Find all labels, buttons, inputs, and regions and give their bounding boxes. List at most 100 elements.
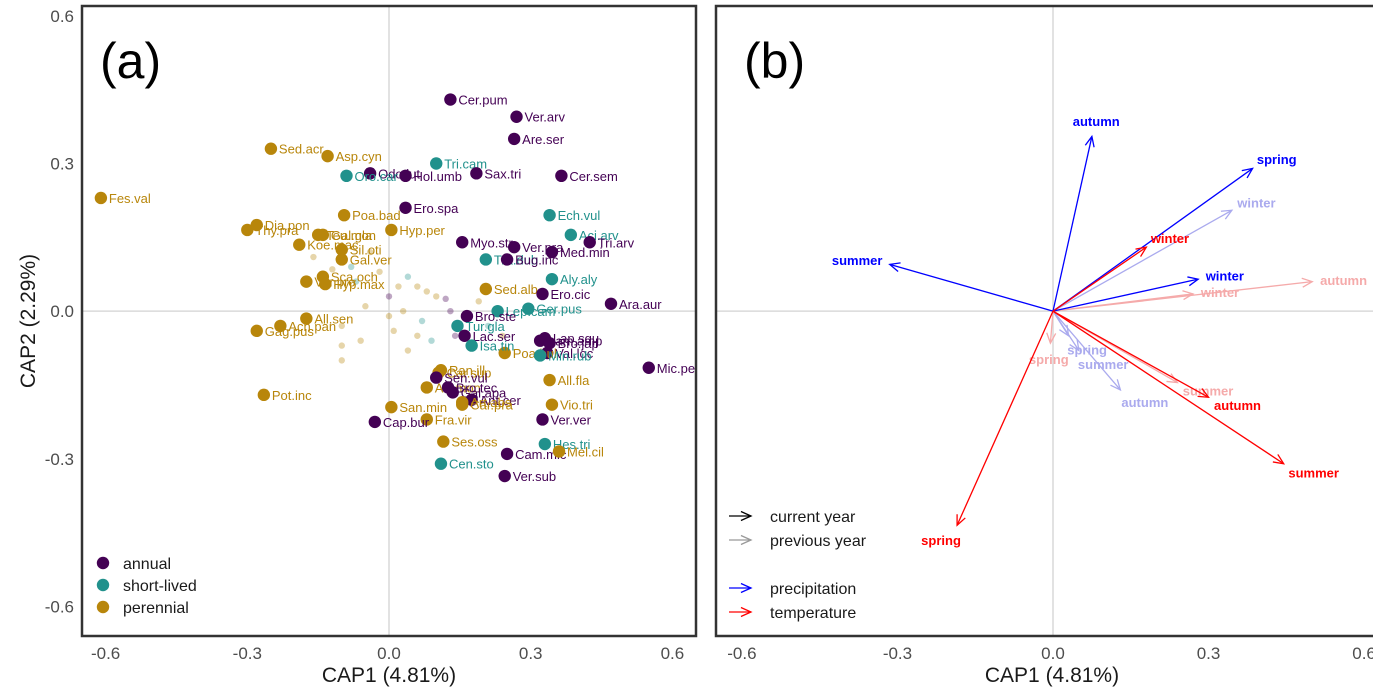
y-tick-label: 0.0 — [50, 302, 74, 321]
arrow-shaft — [956, 310, 1054, 526]
point — [507, 132, 521, 146]
point-label: Ger.pus — [536, 302, 582, 317]
point-label: Sca.och — [331, 270, 378, 285]
arrow-label: autumn — [1320, 273, 1367, 288]
point — [522, 302, 535, 315]
arrow-head — [1084, 134, 1095, 148]
point-label: Ant.cer — [480, 393, 522, 408]
arrow-shaft — [1052, 310, 1121, 391]
point — [434, 457, 448, 470]
arrow-head — [1272, 454, 1286, 465]
point — [510, 110, 523, 123]
arrow-label: summer — [1078, 357, 1129, 372]
arrow-head — [1197, 388, 1210, 399]
arrow-shaft — [1052, 293, 1194, 312]
arrow-head — [1110, 379, 1122, 392]
arrow: autumn — [1052, 310, 1168, 410]
faint-point — [338, 322, 345, 330]
point — [564, 228, 578, 242]
x-tick-labels-b: -0.6 -0.3 0.0 0.3 0.6 — [727, 644, 1373, 663]
faint-point — [366, 248, 374, 256]
point-label: Lap.squ — [553, 331, 599, 346]
point — [274, 319, 287, 333]
arrow: spring — [1052, 310, 1107, 357]
arrow-head — [888, 262, 901, 272]
arrow-head — [1187, 276, 1200, 287]
faint-point — [362, 303, 369, 310]
point-label: Ero.cic — [551, 287, 591, 302]
arrow-head — [740, 534, 753, 546]
arrow-shaft — [1052, 209, 1233, 312]
point-label: Aly.aly — [560, 272, 598, 287]
point-label: San.min — [399, 400, 447, 415]
faint-point — [447, 307, 454, 315]
point-label: Ver.sub — [513, 469, 556, 484]
point — [458, 329, 471, 342]
y-tick-labels-a: -0.6 -0.3 0.0 0.3 0.6 — [45, 7, 74, 617]
point — [337, 208, 351, 222]
arrow-label: spring — [921, 533, 961, 548]
arrow-label: winter — [1236, 195, 1275, 210]
arrow-label: winter — [1205, 269, 1244, 284]
point — [498, 469, 511, 483]
arrow-shaft — [1052, 310, 1285, 465]
point — [399, 169, 412, 183]
point-label: Hyp.per — [399, 223, 445, 238]
faint-point — [428, 337, 435, 344]
point — [500, 253, 514, 266]
point — [552, 445, 566, 458]
legend-key — [729, 534, 753, 546]
legend-label: short-lived — [123, 578, 197, 595]
faint-point — [310, 253, 317, 261]
x-tick-label: -0.3 — [883, 644, 912, 663]
point-label: Vio.tri — [560, 398, 593, 413]
faint-point — [357, 337, 364, 344]
arrow: summer — [1052, 310, 1339, 481]
arrow: spring — [921, 310, 1054, 548]
arrow: autumn — [1052, 114, 1120, 312]
faint-point — [404, 347, 412, 354]
legend-a: annual short-lived perennial — [96, 556, 197, 617]
point-label: Cen.sto — [449, 457, 494, 472]
legend-key — [729, 606, 753, 618]
arrow-label: summer — [1183, 383, 1234, 398]
x-tick-label: 0.6 — [1352, 644, 1373, 663]
arrow-shaft — [889, 263, 1054, 312]
faint-point — [451, 332, 459, 339]
faint-point — [348, 263, 355, 271]
point — [456, 236, 469, 249]
legend-key — [96, 556, 110, 570]
point-label: All.sen — [314, 312, 353, 327]
faint-point — [338, 357, 345, 364]
legend-key — [729, 510, 753, 522]
point — [491, 304, 504, 318]
point-label: Bro.ste — [475, 309, 516, 324]
point — [507, 240, 521, 254]
point-label: Ara.aur — [619, 297, 662, 312]
arrow-shaft — [1052, 310, 1080, 351]
panel-a-border — [80, 4, 698, 638]
point — [604, 297, 618, 310]
x-tick-label: -0.3 — [233, 644, 262, 663]
faint-point — [414, 332, 421, 339]
point-label: Med.min — [560, 245, 610, 260]
point-label: Min.rub — [548, 348, 591, 363]
point-label: Hol.umb — [414, 169, 462, 184]
point — [460, 309, 474, 323]
point — [536, 287, 549, 301]
point — [465, 339, 478, 352]
point-label: Ran.ill — [449, 363, 485, 378]
legend-label: perennial — [123, 600, 189, 617]
faint-point — [404, 273, 412, 280]
point-label: All.fla — [558, 373, 591, 388]
arrow-head — [740, 510, 753, 522]
point — [300, 312, 313, 325]
legend-label: previous year — [770, 533, 867, 550]
arrow-label: winter — [1200, 285, 1239, 300]
x-tick-label: 0.6 — [661, 644, 685, 663]
point-label: Tur.gla — [465, 319, 505, 334]
point-label: Fes.val — [109, 191, 151, 206]
point — [543, 208, 556, 222]
